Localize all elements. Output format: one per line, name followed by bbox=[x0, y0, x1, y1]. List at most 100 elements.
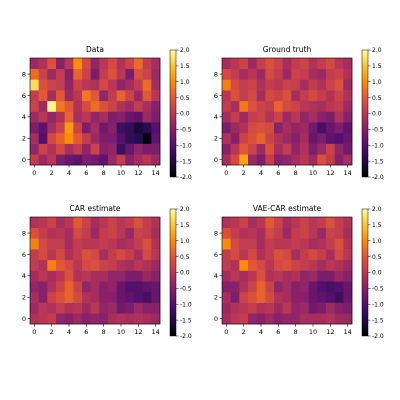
heatmap-cell bbox=[334, 249, 344, 261]
heatmap-cell bbox=[222, 79, 231, 91]
heatmap-cell bbox=[256, 249, 266, 261]
heatmap-cell bbox=[90, 68, 100, 80]
heatmap-cell bbox=[222, 259, 231, 271]
heatmap-cell bbox=[151, 270, 161, 282]
colorbar-tick-label: 1.0 bbox=[372, 79, 382, 86]
x-tick-label: 0 bbox=[32, 169, 36, 177]
heatmap-cell bbox=[151, 291, 161, 303]
heatmap-cell bbox=[108, 259, 117, 271]
heatmap-cell bbox=[282, 154, 292, 166]
heatmap-cell bbox=[151, 259, 161, 271]
heatmap-cell bbox=[73, 259, 83, 271]
x-tick-label: 8 bbox=[102, 328, 106, 336]
heatmap-cell bbox=[343, 100, 353, 112]
heatmap-cell bbox=[99, 227, 109, 239]
heatmap-cell bbox=[56, 58, 65, 69]
heatmap-cell bbox=[142, 79, 152, 91]
heatmap-cell bbox=[64, 79, 74, 91]
heatmap-cell bbox=[317, 143, 327, 155]
x-tick-label: 12 bbox=[326, 328, 334, 336]
heatmap-cell bbox=[317, 259, 327, 271]
heatmap-cell bbox=[274, 302, 283, 314]
heatmap-cell bbox=[82, 100, 91, 112]
heatmap-cell bbox=[334, 154, 344, 166]
heatmap-cell bbox=[239, 302, 249, 314]
chart-title: Data bbox=[86, 45, 104, 54]
heatmap-cell bbox=[90, 227, 100, 239]
heatmap-cell bbox=[38, 238, 48, 250]
heatmap-cell bbox=[116, 270, 126, 282]
heatmap-cell bbox=[300, 217, 309, 228]
heatmap-cell bbox=[38, 227, 48, 239]
y-tick-label: 6 bbox=[22, 251, 26, 259]
heatmap-cell bbox=[334, 132, 344, 144]
colorbar-tick-label: -1.0 bbox=[372, 301, 384, 308]
heatmap-cell bbox=[326, 270, 335, 282]
heatmap-cell bbox=[30, 100, 39, 112]
colorbar-tick-label: -0.5 bbox=[372, 127, 384, 134]
heatmap-cell bbox=[38, 259, 48, 271]
heatmap-cell bbox=[317, 291, 327, 303]
x-tick-label: 0 bbox=[224, 328, 228, 336]
heatmap-cell bbox=[64, 90, 74, 102]
heatmap-cell bbox=[326, 238, 335, 250]
heatmap-cell bbox=[30, 58, 39, 69]
heatmap-cell bbox=[334, 100, 344, 112]
heatmap-cell bbox=[274, 259, 283, 271]
heatmap-cell bbox=[317, 154, 327, 166]
heatmap-cell bbox=[116, 238, 126, 250]
heatmap-cell bbox=[151, 100, 161, 112]
heatmap-cell bbox=[317, 58, 327, 69]
heatmap-cell bbox=[334, 302, 344, 314]
heatmap-cell bbox=[239, 270, 249, 282]
colorbar-tick-label: -1.0 bbox=[372, 142, 384, 149]
y-tick-label: 8 bbox=[214, 229, 218, 237]
heatmap-cell bbox=[239, 259, 249, 271]
heatmap-cell bbox=[343, 68, 353, 80]
heatmap-cell bbox=[291, 100, 301, 112]
heatmap-cell bbox=[222, 291, 231, 303]
heatmap-cell bbox=[291, 302, 301, 314]
heatmap-cell bbox=[47, 132, 57, 144]
heatmap-cell bbox=[134, 154, 143, 166]
heatmap-cell bbox=[248, 217, 257, 228]
heatmap-cell bbox=[30, 90, 39, 102]
heatmap-cell bbox=[343, 270, 353, 282]
heatmap-cell bbox=[134, 122, 143, 134]
heatmap-cell bbox=[47, 79, 57, 91]
heatmap-cell bbox=[56, 100, 65, 112]
heatmap-cell bbox=[116, 122, 126, 134]
heatmap-cell bbox=[265, 90, 275, 102]
colorbar-tick-label: 2.0 bbox=[372, 47, 382, 54]
heatmap-cell bbox=[82, 154, 91, 166]
heatmap-cell bbox=[282, 302, 292, 314]
heatmap-cell bbox=[90, 90, 100, 102]
heatmap-cell bbox=[230, 313, 240, 325]
heatmap-cell bbox=[282, 238, 292, 250]
heatmap-cell bbox=[116, 302, 126, 314]
heatmap-cell bbox=[108, 100, 117, 112]
heatmap-cell bbox=[82, 238, 91, 250]
heatmap-cell bbox=[30, 249, 39, 261]
colorbar-tick-label: 2.0 bbox=[180, 206, 190, 213]
heatmap-cell bbox=[308, 227, 318, 239]
heatmap-cell bbox=[142, 291, 152, 303]
heatmap-cell bbox=[248, 259, 257, 271]
heatmap-cell bbox=[343, 111, 353, 123]
heatmap-cell bbox=[291, 313, 301, 325]
heatmap-cell bbox=[248, 111, 257, 123]
heatmap-cell bbox=[222, 100, 231, 112]
heatmap-cell bbox=[326, 68, 335, 80]
heatmap-cell bbox=[30, 302, 39, 314]
heatmap-cell bbox=[308, 90, 318, 102]
heatmap-cell bbox=[326, 111, 335, 123]
heatmap-cell bbox=[343, 217, 353, 228]
heatmap-cell bbox=[47, 281, 57, 293]
heatmap-cell bbox=[90, 313, 100, 325]
heatmap-cell bbox=[142, 100, 152, 112]
heatmap-cell bbox=[343, 249, 353, 261]
heatmap-cell bbox=[326, 313, 335, 325]
heatmap-cell bbox=[108, 227, 117, 239]
heatmap-cell bbox=[125, 291, 135, 303]
heatmap-cell bbox=[282, 143, 292, 155]
